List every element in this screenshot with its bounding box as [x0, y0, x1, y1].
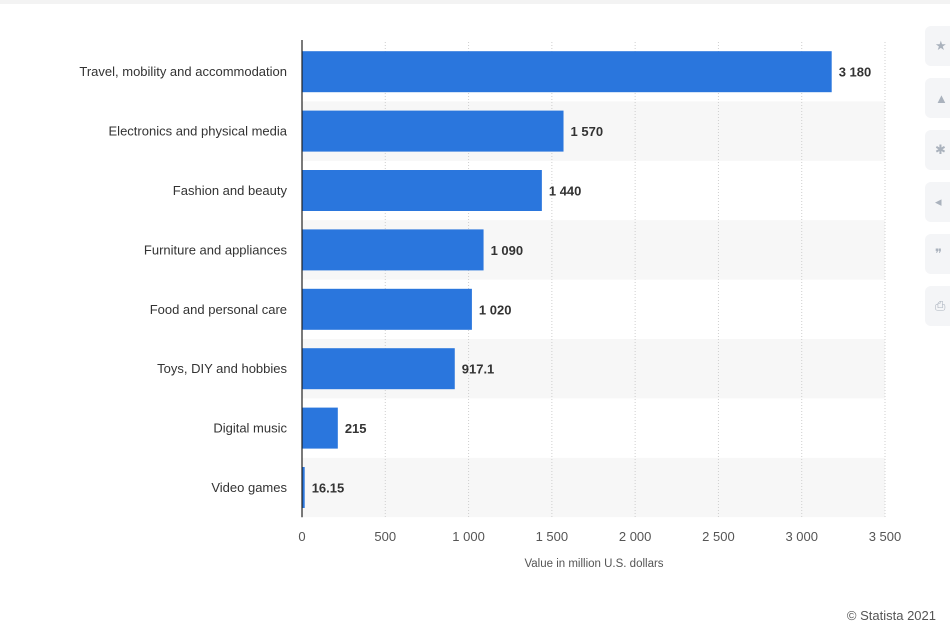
data-label: 215: [345, 421, 367, 436]
star-icon[interactable]: ★: [925, 26, 950, 66]
category-label: Toys, DIY and hobbies: [157, 361, 287, 376]
data-label: 1 570: [571, 124, 604, 139]
chart-card: Travel, mobility and accommodation 3 180 E…: [0, 4, 950, 631]
x-tick-label: 2 000: [619, 529, 652, 544]
bar: [302, 407, 338, 449]
x-tick-label: 3 500: [869, 529, 902, 544]
bar: [302, 110, 564, 152]
data-label: 1 020: [479, 302, 512, 317]
x-tick-label: 1 000: [452, 529, 485, 544]
bar: [302, 348, 455, 390]
bar: [302, 51, 832, 93]
category-label: Video games: [211, 480, 287, 495]
x-tick-label: 1 500: [536, 529, 569, 544]
print-icon[interactable]: ⎙: [925, 286, 950, 326]
x-tick-label: 3 000: [785, 529, 818, 544]
x-tick-label: 2 500: [702, 529, 735, 544]
data-label: 3 180: [839, 65, 872, 80]
category-label: Furniture and appliances: [144, 242, 288, 257]
category-label: Electronics and physical media: [109, 124, 288, 139]
bell-icon[interactable]: ▲: [925, 78, 950, 118]
data-label: 1 090: [491, 243, 524, 258]
category-label: Fashion and beauty: [173, 183, 288, 198]
data-label: 1 440: [549, 184, 582, 199]
x-tick-label: 500: [374, 529, 396, 544]
bar: [302, 170, 542, 211]
bar: [302, 288, 472, 330]
gear-icon[interactable]: ✱: [925, 130, 950, 170]
data-label: 917.1: [462, 362, 495, 377]
chart-toolbar: ★ ▲ ✱ ◂ ❞ ⎙: [925, 26, 950, 338]
category-label: Digital music: [213, 421, 287, 436]
x-axis-title: Value in million U.S. dollars: [524, 558, 663, 570]
share-icon[interactable]: ◂: [925, 182, 950, 222]
category-label: Travel, mobility and accommodation: [79, 64, 287, 79]
bar: [302, 467, 305, 508]
data-label: 16.15: [312, 481, 345, 496]
row-band: [302, 457, 885, 518]
bar-chart: Travel, mobility and accommodation 3 180 E…: [79, 40, 902, 570]
copyright-text: © Statista 2021: [846, 608, 936, 623]
quote-icon[interactable]: ❞: [925, 234, 950, 274]
x-tick-label: 0: [298, 529, 305, 544]
bar: [302, 229, 484, 271]
category-label: Food and personal care: [150, 302, 287, 317]
